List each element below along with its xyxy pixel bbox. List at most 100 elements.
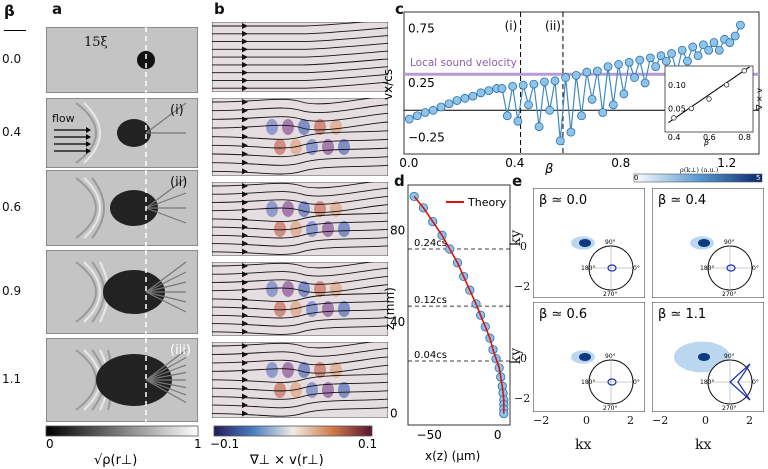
e-ytick-top-1: −2 [514,280,531,293]
c-xtick-0: 0.0 [399,156,418,170]
d-xlabel: x(z) (μm) [425,449,480,463]
c-inset-ytick-0: 0.10 [668,81,686,90]
c-ylabel: vx/cs [381,69,395,100]
c-inset-point [671,115,677,121]
colorbar-a: 0 1 √ρ(r⊥) [45,425,202,468]
c-point [730,31,740,41]
vorticity-image-4 [212,342,388,418]
c-point [550,76,560,86]
c-point [608,100,618,110]
c-inset-point [741,68,747,74]
polar-label-0: 90° [724,353,735,360]
c-point [614,60,623,69]
c-point [640,78,650,88]
c-point [518,80,528,90]
polar-label-3: 270° [603,405,617,412]
c-point [577,111,586,121]
c-point [545,105,555,115]
d-ylabel: z (mm) [383,287,397,330]
c-point [688,42,698,52]
c-inset-xlabel: β [703,138,709,147]
e-title-3: β ≃ 1.1 [658,307,706,322]
panel-d-chart: 0.24cs 0.12cs 0.04cs 80 40 0 −50 0 Theory z (m… [383,184,511,463]
d-annotation-2: 0.04cs [414,350,447,361]
c-inset-ytick-1: 0.05 [668,104,686,113]
density-image-4 [46,338,198,422]
vorticity-image-0 [212,22,388,92]
c-xlabel: β [544,162,553,175]
colorbar-a-label: √ρ(r⊥) [94,453,137,468]
c-point [630,73,639,82]
c-xtick-2: 0.8 [611,156,630,170]
panel-label-c: c [395,0,404,18]
c-point [484,86,494,96]
c-inset: 0.10 0.05 0.4 0.6 0.8 [664,65,754,142]
d-annotation-0: 0.24cs [414,238,447,249]
momentum-panel-3: 90° 180° 0° 270° β ≃ 1.1 [652,302,764,412]
c-point [404,114,414,124]
c-xtick-3: 1.2 [717,156,736,170]
polar-label-1: 180° [581,265,595,272]
c-point [683,56,692,66]
polar-label-2: 0° [633,379,640,386]
c-point [566,127,576,137]
vorticity-image-2 [212,182,388,256]
beta-value-1: 0.4 [2,125,22,139]
c-point [561,73,571,82]
colorbar-a-min: 0 [46,437,54,451]
e-ytick-bot-1: −2 [514,392,531,405]
c-point [571,70,581,80]
c-point [468,91,478,101]
beta-value-3: 0.9 [2,284,22,298]
polar-label-3: 270° [722,405,736,412]
beta-value-0: 0.0 [2,52,22,66]
polar-label-0: 90° [605,353,616,360]
c-inset-fit [668,66,750,123]
d-legend-label: Theory [467,196,507,209]
c-inset-xtick-2: 0.8 [738,133,751,142]
c-point [529,79,539,89]
colorbar-b-min: −0.1 [210,437,239,451]
c-inset-point [723,82,730,88]
c-point [677,45,687,55]
density-image-0 [46,27,198,93]
polar-label-0: 90° [605,239,616,246]
c-inset-point [688,105,695,112]
a-row-tag-2: (ii) [170,175,188,190]
c-point [582,67,592,77]
c-point [667,49,676,58]
c-point [592,66,602,76]
colorbar-e-label: ρ(k⊥) (a.u.) [680,166,719,174]
c-point [693,51,703,61]
e-xtick-r-0: −2 [652,414,669,427]
c-point [444,99,454,109]
vorticity-image-3 [212,262,388,336]
c-point [452,96,462,105]
polar-label-2: 0° [633,265,640,272]
c-inset-xtick-0: 0.4 [668,133,681,142]
momentum-panel-0: 90° 180° 0° 270° β ≃ 0.0 [533,188,645,298]
flow-label: flow [52,112,75,125]
c-point [704,45,714,55]
density-image-2 [46,170,198,246]
c-point [624,57,634,67]
e-xtick-l-1: 0 [583,414,590,427]
polar-label-2: 0° [752,379,759,386]
c-point [598,108,608,117]
c-sound-label: Local sound velocity [410,57,517,69]
c-inset-ylabel: ∇ × v [755,88,764,111]
c-ytick-0: 0.75 [408,21,435,35]
d-annotation-1: 0.12cs [414,295,447,306]
c-point [476,88,486,98]
polar-label-1: 180° [700,379,714,386]
c-point [698,40,708,50]
c-point [555,136,565,146]
e-title-1: β ≃ 0.4 [658,193,706,208]
colorbar-b-label: ∇⊥ × v(r⊥) [249,453,324,468]
scale-bar-label: 15ξ [84,35,108,50]
d-theory-line [413,195,505,414]
c-inset-point [706,96,712,102]
d-ytick-2: 0 [390,407,398,421]
c-point [428,105,438,115]
e-ytick-top-0: 0 [520,240,527,253]
